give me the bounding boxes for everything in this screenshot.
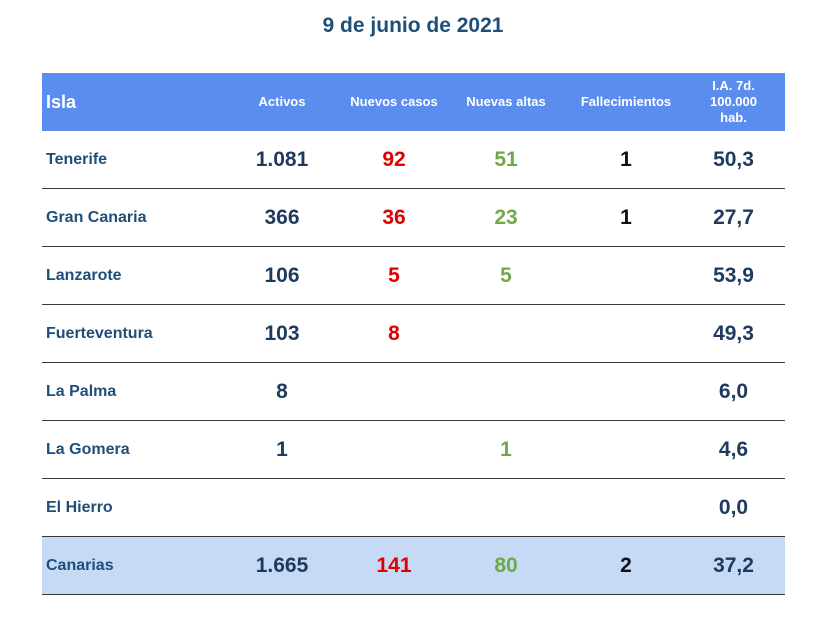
cell-nuevos-casos: 92 — [346, 131, 442, 189]
cell-ia: 0,0 — [682, 478, 785, 537]
cell-nuevos-casos: 8 — [346, 304, 442, 363]
cell-activos: 1.665 — [218, 536, 346, 595]
cell-isla: Gran Canaria — [42, 188, 218, 247]
cell-nuevas-altas: 51 — [442, 131, 570, 189]
ia-header-line-2: 100.000 — [710, 94, 757, 109]
cell-ia: 50,3 — [682, 131, 785, 189]
cell-nuevas-altas: 1 — [442, 420, 570, 479]
report-title: 9 de junio de 2021 — [322, 14, 504, 37]
column-header-fallecimientos: Fallecimientos — [570, 73, 682, 131]
cell-fallecimientos — [570, 304, 682, 363]
cell-nuevas-altas: 5 — [442, 246, 570, 305]
cell-ia: 53,9 — [682, 246, 785, 305]
cell-fallecimientos — [570, 478, 682, 537]
cell-nuevos-casos — [346, 362, 442, 421]
cell-isla: La Gomera — [42, 420, 218, 479]
cell-nuevos-casos: 141 — [346, 536, 442, 595]
column-header-isla: Isla — [42, 73, 218, 131]
cell-isla: El Hierro — [42, 478, 218, 537]
cell-isla: Lanzarote — [42, 246, 218, 305]
table-row: Fuerteventura 103 8 49,3 — [42, 304, 785, 363]
cell-ia: 6,0 — [682, 362, 785, 421]
total-row: Canarias 1.665 141 80 2 37,2 — [42, 536, 785, 595]
cell-activos — [218, 478, 346, 537]
table-row: Tenerife 1.081 92 51 1 50,3 — [42, 131, 785, 189]
cell-activos: 106 — [218, 246, 346, 305]
header-row: Isla Activos Nuevos casos Nuevas altas F… — [42, 73, 785, 131]
cell-ia: 37,2 — [682, 536, 785, 595]
cell-isla: La Palma — [42, 362, 218, 421]
table-row: Gran Canaria 366 36 23 1 27,7 — [42, 188, 785, 247]
cell-fallecimientos: 2 — [570, 536, 682, 595]
table-row: Lanzarote 106 5 5 53,9 — [42, 246, 785, 305]
cell-activos: 1 — [218, 420, 346, 479]
cell-activos: 8 — [218, 362, 346, 421]
cell-nuevas-altas — [442, 304, 570, 363]
cell-fallecimientos — [570, 246, 682, 305]
cell-fallecimientos: 1 — [570, 131, 682, 189]
cell-ia: 49,3 — [682, 304, 785, 363]
cell-nuevas-altas — [442, 362, 570, 421]
cell-fallecimientos: 1 — [570, 188, 682, 247]
column-header-nuevas-altas: Nuevas altas — [442, 73, 570, 131]
cell-fallecimientos — [570, 362, 682, 421]
cell-ia: 27,7 — [682, 188, 785, 247]
cell-nuevos-casos — [346, 420, 442, 479]
cell-activos: 366 — [218, 188, 346, 247]
cell-fallecimientos — [570, 420, 682, 479]
column-header-nuevos-casos: Nuevos casos — [346, 73, 442, 131]
cell-nuevos-casos: 5 — [346, 246, 442, 305]
column-header-activos: Activos — [218, 73, 346, 131]
table-row: La Gomera 1 1 4,6 — [42, 420, 785, 479]
cell-nuevas-altas: 23 — [442, 188, 570, 247]
cell-activos: 1.081 — [218, 131, 346, 189]
cell-isla: Fuerteventura — [42, 304, 218, 363]
cell-ia: 4,6 — [682, 420, 785, 479]
cell-activos: 103 — [218, 304, 346, 363]
cell-nuevos-casos — [346, 478, 442, 537]
ia-header-line-3: hab. — [720, 110, 747, 125]
island-cases-table: Isla Activos Nuevos casos Nuevas altas F… — [42, 73, 785, 595]
cell-isla: Tenerife — [42, 131, 218, 189]
table-row: El Hierro 0,0 — [42, 478, 785, 537]
column-header-ia: I.A. 7d. 100.000 hab. — [682, 73, 785, 131]
table-row: La Palma 8 6,0 — [42, 362, 785, 421]
ia-header-line-1: I.A. 7d. — [712, 78, 755, 93]
cell-nuevas-altas — [442, 478, 570, 537]
cell-nuevos-casos: 36 — [346, 188, 442, 247]
cell-nuevas-altas: 80 — [442, 536, 570, 595]
cell-isla: Canarias — [42, 536, 218, 595]
